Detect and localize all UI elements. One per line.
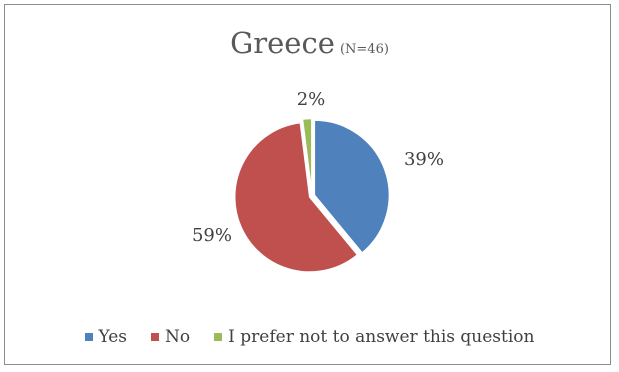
chart-legend: Yes No I prefer not to answer this quest… (0, 327, 619, 347)
legend-item-no: No (151, 327, 190, 347)
legend-label-no-answer: I prefer not to answer this question (228, 327, 535, 347)
data-label-yes: 39% (404, 149, 444, 170)
pie-slice-no (233, 121, 359, 273)
data-label-no-answer: 2% (297, 89, 326, 110)
chart-title: Greece (N=46) (0, 26, 619, 60)
legend-swatch-yes (84, 333, 93, 341)
chart-subtitle: (N=46) (339, 42, 389, 57)
legend-item-yes: Yes (84, 327, 128, 347)
legend-swatch-no (151, 333, 160, 341)
chart-title-text: Greece (230, 26, 335, 60)
pie-slice-no-answer (301, 117, 313, 194)
data-label-no: 59% (192, 225, 232, 246)
legend-item-no-answer: I prefer not to answer this question (214, 327, 534, 347)
pie-slices (233, 117, 391, 273)
legend-label-no: No (165, 327, 191, 347)
pie-labels: 39% 59% 2% (192, 89, 444, 246)
pie-slice-yes (313, 119, 391, 254)
legend-label-yes: Yes (98, 327, 128, 347)
legend-swatch-no-answer (214, 333, 223, 341)
